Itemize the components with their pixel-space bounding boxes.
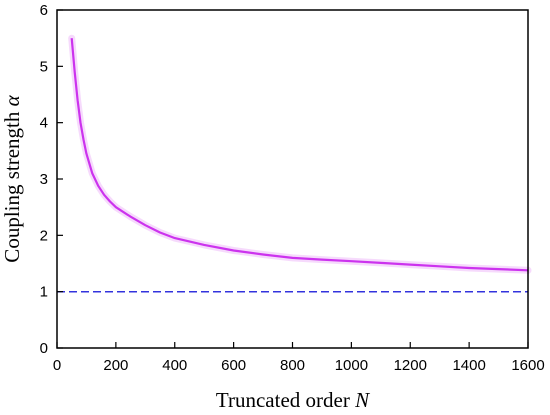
plot-area [57, 34, 532, 293]
x-tick-label: 800 [280, 357, 305, 374]
y-tick-label: 6 [40, 2, 48, 19]
x-tick-label: 600 [221, 357, 246, 374]
y-tick-label: 5 [40, 58, 48, 75]
y-tick-label: 0 [40, 340, 48, 357]
x-tick-label: 400 [162, 357, 187, 374]
axis-ticks: 0 200 400 600 800 1000 1200 1400 1600 0 1 2 3 4 5 6 [40, 2, 545, 374]
x-tick-label: 1200 [394, 357, 427, 374]
x-tick-label: 200 [103, 357, 128, 374]
x-tick-label: 0 [53, 357, 61, 374]
series-0-halo [68, 34, 532, 274]
y-tick-label: 1 [40, 284, 48, 301]
x-tick-label: 1400 [452, 357, 485, 374]
y-axis-title: Coupling strength α [0, 94, 24, 262]
x-tick-label: 1600 [511, 357, 544, 374]
y-tick-label: 3 [40, 171, 48, 188]
x-axis-title: Truncated order N [216, 388, 370, 412]
y-tick-label: 4 [40, 115, 48, 132]
plot-frame [56, 9, 529, 349]
y-tick-label: 2 [40, 227, 48, 244]
x-tick-label: 1000 [335, 357, 368, 374]
series-0-line [70, 38, 529, 272]
